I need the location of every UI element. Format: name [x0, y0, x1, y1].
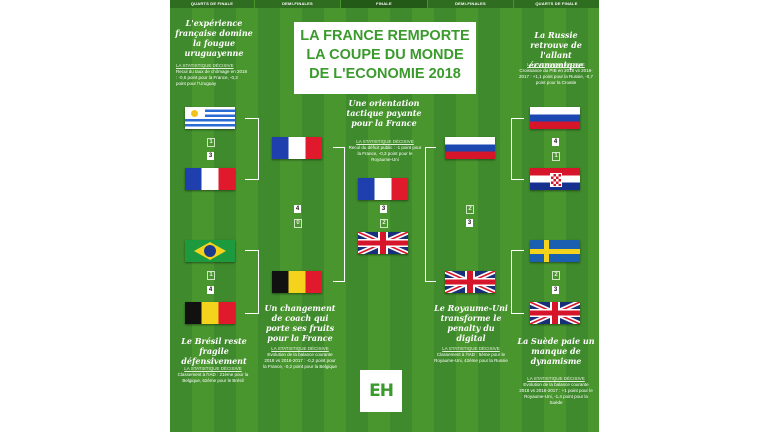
stat-qf-top-right: Croissance du PIB en 2018 vs 2016-2017 :…: [519, 68, 593, 85]
france-flag-sf: [272, 137, 322, 159]
round-header-final: FINALE: [341, 0, 427, 8]
stat-qf-bottom-left: Classement à l'IAD : 21ème pour la Belgi…: [177, 372, 249, 383]
stat-heading-sf-right: LA STATISTIQUE DÉCISIVE: [442, 346, 500, 351]
headline-final: Une orientation tactique payante pour la…: [346, 98, 422, 128]
headline-qf-top-left: L'expérience française domine la fougue …: [175, 18, 253, 58]
bracket-line: [258, 118, 259, 180]
uk-flag-sf: [445, 271, 495, 293]
score-uk-final: 2: [380, 219, 388, 228]
stat-qf-top-left: Recul du taux de chômage en 2018 : -0,6 …: [176, 69, 248, 86]
sweden-flag: [530, 240, 580, 262]
logo-text: EH: [369, 381, 394, 401]
score-uk-sf: 3: [466, 219, 473, 227]
bracket-line: [245, 179, 258, 180]
bracket-line: [511, 313, 524, 314]
round-header-quarter-left: QUARTS DE FINALE: [170, 0, 254, 8]
headline-qf-top-right: La Russie retrouve de l'allant économiqu…: [528, 30, 584, 70]
uk-flag-qf: [530, 302, 580, 324]
croatia-flag: [530, 168, 580, 190]
headline-qf-bottom-left: Le Brésil reste fragile défensivement: [181, 336, 247, 366]
score-croatia: 1: [552, 152, 560, 161]
title-line-2: LA COUPE DU MONDE: [306, 47, 464, 63]
score-france-sf: 4: [294, 205, 301, 213]
bracket-line: [333, 147, 344, 148]
score-belgium-qf: 4: [207, 286, 214, 294]
round-header-quarter-right: QUARTS DE FINALE: [514, 0, 599, 8]
score-sweden: 2: [552, 271, 560, 280]
main-title-box: LA FRANCE REMPORTE LA COUPE DU MONDE DE …: [294, 22, 476, 94]
headline-qf-bottom-right: La Suède paie un manque de dynamisme: [517, 336, 595, 366]
score-belgium-sf: 0: [294, 219, 302, 228]
bracket-line: [258, 250, 259, 314]
stat-heading-qf-bottom-right: LA STATISTIQUE DÉCISIVE: [527, 376, 585, 381]
headline-sf-left: Un changement de coach qui porte ses fru…: [264, 303, 336, 343]
bracket-line: [425, 147, 436, 148]
score-russia-sf: 2: [466, 205, 474, 214]
score-france-final: 3: [380, 205, 387, 213]
bracket-line: [511, 118, 512, 180]
bracket-line: [333, 281, 344, 282]
france-flag-final: [358, 178, 408, 200]
stat-sf-right: Classement à l'IAD : 5ème pour le Royaum…: [434, 352, 508, 363]
bracket-line: [511, 250, 524, 251]
title-line-3: DE L'ECONOMIE 2018: [309, 66, 461, 82]
bracket-line: [511, 179, 524, 180]
bracket-line: [425, 147, 426, 282]
union-jack-icon: [358, 232, 408, 254]
headline-sf-right: Le Royaume-Uni transforme le penalty du …: [434, 303, 508, 343]
russia-flag-qf: [530, 107, 580, 129]
score-uruguay: 1: [207, 138, 215, 147]
score-russia-qf: 4: [552, 138, 559, 146]
bracket-line: [511, 250, 512, 314]
uk-flag-final: [358, 232, 408, 254]
belgium-flag-sf: [272, 271, 322, 293]
stat-heading-qf-top-right: LA STATISTIQUE DÉCISIVE: [527, 62, 585, 67]
round-header-semi-right: DEMI-FINALES: [428, 0, 513, 8]
stat-final: Recul du déficit public : -1 point pour …: [348, 145, 422, 162]
france-flag-qf: [185, 168, 235, 190]
uruguay-flag: [185, 107, 235, 129]
brazil-flag: [185, 240, 235, 262]
score-france-qf: 3: [207, 152, 214, 160]
score-brazil: 1: [207, 271, 215, 280]
stat-sf-left: Evolution de la balance courante 2018 vs…: [263, 352, 337, 369]
bracket-line: [425, 281, 436, 282]
union-jack-icon: [445, 271, 495, 293]
round-header-semi-left: DEMI-FINALES: [255, 0, 340, 8]
bracket-line: [245, 118, 258, 119]
bracket-line: [245, 313, 258, 314]
stat-heading-qf-top-left: LA STATISTIQUE DÉCISIVE: [176, 63, 234, 68]
russia-flag-sf: [445, 137, 495, 159]
stat-heading-final: LA STATISTIQUE DÉCISIVE: [356, 139, 414, 144]
stat-heading-sf-left: LA STATISTIQUE DÉCISIVE: [271, 346, 329, 351]
score-uk-qf: 3: [552, 286, 559, 294]
stat-qf-bottom-right: Evolution de la balance courante 2018 vs…: [519, 382, 593, 405]
eh-logo: EH: [360, 370, 402, 412]
stat-heading-qf-bottom-left: LA STATISTIQUE DÉCISIVE: [184, 366, 242, 371]
title-line-1: LA FRANCE REMPORTE: [300, 28, 470, 44]
union-jack-icon: [530, 302, 580, 324]
bracket-line: [245, 250, 258, 251]
bracket-line: [344, 147, 345, 282]
belgium-flag-qf: [185, 302, 235, 324]
bracket-line: [511, 118, 524, 119]
